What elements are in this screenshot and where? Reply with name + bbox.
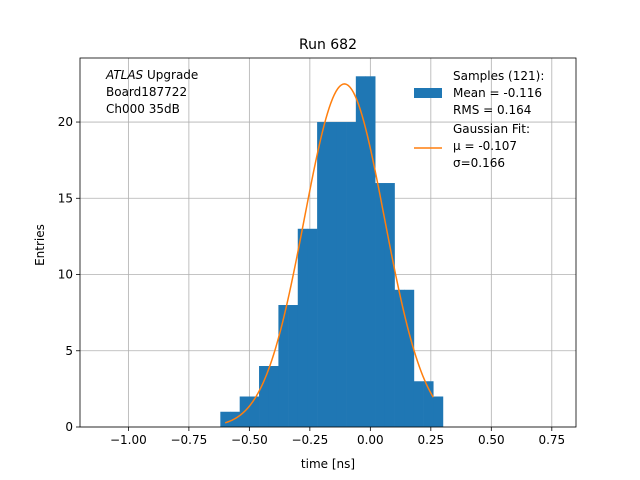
histogram-bar	[278, 305, 289, 427]
legend-entry-fit-line: μ = -0.107	[453, 139, 517, 153]
histogram-bar	[394, 289, 405, 427]
y-axis-label: Entries	[33, 224, 47, 266]
x-tick-label: −0.75	[170, 433, 207, 447]
y-tick-label: 10	[58, 268, 73, 282]
histogram-bar	[336, 122, 347, 427]
annotation-italic-text: ATLAS	[105, 68, 144, 82]
legend-entry-histogram-line: Mean = -0.116	[453, 86, 542, 100]
legend-entry-histogram-line: RMS = 0.164	[453, 103, 531, 117]
x-tick-label: −1.00	[110, 433, 147, 447]
histogram-bar	[346, 122, 357, 427]
histogram-bar	[423, 381, 434, 427]
legend-entry-fit-line: Gaussian Fit:	[453, 122, 530, 136]
annotation-text: Upgrade	[143, 68, 198, 82]
histogram-bar	[317, 122, 328, 427]
y-tick-label: 20	[58, 115, 73, 129]
legend: Samples (121): Mean = -0.116 RMS = 0.164…	[414, 69, 544, 170]
annotation-text: Ch000 35dB	[106, 102, 180, 116]
histogram-bar	[413, 381, 424, 427]
y-tick-label: 5	[65, 344, 73, 358]
legend-entry-fit-line: σ=0.166	[453, 156, 505, 170]
histogram-bar	[220, 411, 231, 427]
axes-frame	[79, 57, 577, 428]
histogram-bar	[288, 305, 299, 427]
annotation-line: ATLAS Upgrade	[105, 68, 198, 82]
histogram-bar	[307, 228, 318, 427]
x-axis-ticks: −1.00 −0.75 −0.50 −0.25 0.00 0.25 0.50 0.75	[110, 427, 565, 447]
y-tick-label: 15	[58, 191, 73, 205]
histogram-bar	[404, 289, 415, 427]
histogram-bar	[326, 122, 337, 427]
chart-title: Run 682	[299, 37, 357, 53]
y-axis-ticks: 0 5 10 15 20	[58, 115, 80, 434]
x-tick-label: −0.25	[291, 433, 328, 447]
histogram-bar	[375, 183, 386, 427]
x-axis-label: time [ns]	[301, 457, 355, 471]
x-tick-label: 0.25	[417, 433, 444, 447]
histogram-bar	[268, 366, 279, 427]
x-tick-label: 0.50	[478, 433, 505, 447]
histogram-bar	[384, 183, 395, 427]
x-tick-label: 0.75	[538, 433, 565, 447]
gaussian-fit-curve	[224, 83, 434, 424]
legend-swatch-histogram	[414, 88, 442, 98]
histogram-bar	[297, 228, 308, 427]
legend-entry-histogram-line: Samples (121):	[453, 69, 544, 83]
annotation-line: Board187722	[106, 85, 187, 99]
histogram-bar	[259, 366, 270, 427]
histogram-bars	[220, 76, 444, 428]
annotation-line: Ch000 35dB	[106, 102, 180, 116]
histogram-bar	[249, 396, 260, 427]
y-tick-label: 0	[65, 420, 73, 434]
atlas-annotation: ATLAS Upgrade Board187722 Ch000 35dB	[105, 68, 198, 116]
annotation-text: Board187722	[106, 85, 187, 99]
histogram-bar	[355, 76, 366, 428]
histogram-bar	[365, 76, 376, 428]
histogram-bar	[433, 396, 444, 427]
x-tick-label: 0.00	[357, 433, 384, 447]
x-tick-label: −0.50	[231, 433, 268, 447]
